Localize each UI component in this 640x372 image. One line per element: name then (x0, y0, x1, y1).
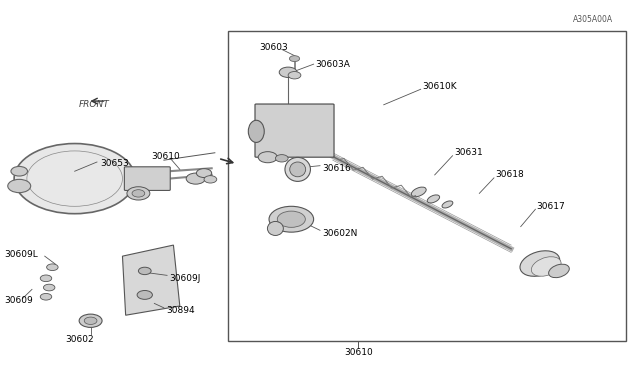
Text: 30609J: 30609J (169, 274, 200, 283)
Ellipse shape (548, 264, 570, 278)
Ellipse shape (442, 201, 453, 208)
Text: 30616: 30616 (322, 164, 351, 173)
Ellipse shape (520, 251, 560, 276)
Circle shape (288, 71, 301, 79)
Circle shape (127, 187, 150, 200)
Circle shape (204, 176, 217, 183)
Text: FRONT: FRONT (79, 100, 109, 109)
Circle shape (14, 144, 135, 214)
Ellipse shape (290, 162, 306, 177)
Circle shape (186, 173, 205, 184)
Circle shape (269, 206, 314, 232)
Ellipse shape (268, 221, 284, 235)
Circle shape (79, 314, 102, 327)
Circle shape (277, 211, 305, 227)
Circle shape (196, 169, 212, 177)
Text: 30602N: 30602N (322, 230, 357, 238)
Text: 30894: 30894 (166, 306, 195, 315)
Ellipse shape (285, 157, 310, 182)
Circle shape (84, 317, 97, 324)
Ellipse shape (531, 257, 561, 276)
Circle shape (138, 267, 151, 275)
Circle shape (279, 67, 297, 77)
Circle shape (44, 284, 55, 291)
Text: 30610K: 30610K (422, 82, 456, 91)
Circle shape (289, 56, 300, 62)
Text: 30609: 30609 (4, 296, 33, 305)
Polygon shape (122, 245, 180, 315)
Circle shape (11, 166, 28, 176)
Circle shape (47, 264, 58, 270)
Ellipse shape (428, 195, 440, 203)
Circle shape (40, 294, 52, 300)
Bar (228, 31, 626, 341)
Ellipse shape (248, 120, 264, 142)
Text: 30603A: 30603A (315, 60, 350, 69)
Circle shape (40, 275, 52, 282)
Text: 30653: 30653 (100, 159, 129, 169)
FancyBboxPatch shape (255, 104, 334, 157)
Text: 30618: 30618 (495, 170, 524, 179)
Circle shape (132, 190, 145, 197)
Circle shape (258, 152, 277, 163)
Ellipse shape (412, 187, 426, 197)
Text: 30610: 30610 (344, 349, 372, 357)
FancyBboxPatch shape (124, 167, 170, 190)
Circle shape (275, 155, 288, 162)
Text: 30609L: 30609L (4, 250, 38, 259)
Text: 30631: 30631 (454, 148, 483, 157)
Text: 30602: 30602 (65, 335, 93, 344)
Circle shape (137, 291, 152, 299)
Text: 30610: 30610 (151, 152, 180, 161)
Text: A305A00A: A305A00A (573, 15, 613, 23)
Text: 30617: 30617 (537, 202, 565, 211)
Text: 30603: 30603 (259, 43, 288, 52)
Circle shape (8, 179, 31, 193)
